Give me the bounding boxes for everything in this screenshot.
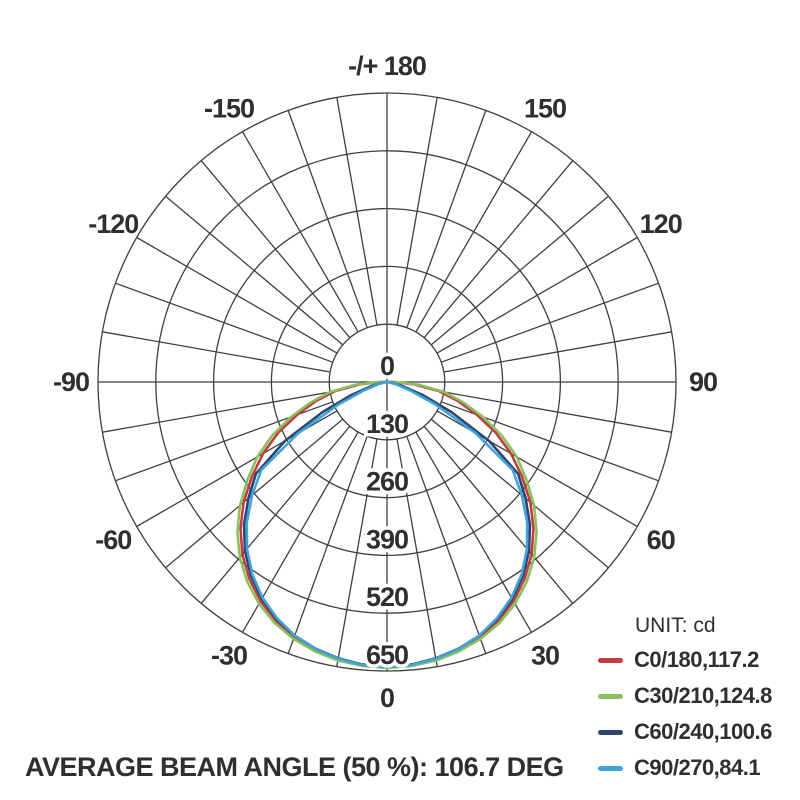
radial-label-0: 0 [380,351,394,381]
grid-spoke-280 [102,391,331,433]
grid-spoke-10 [396,438,438,667]
grid-spoke-40 [423,425,574,604]
grid-spoke-20 [406,436,487,654]
grid-spoke-200 [287,110,368,328]
angle-label-150: 150 [524,93,566,123]
grid-spoke-140 [423,160,574,339]
angle-label--150: -150 [204,93,254,123]
grid-spoke-130 [430,195,609,346]
intensity-curves [236,380,538,670]
legend-unit-label: UNIT: cd [635,614,716,637]
radial-label-390: 390 [366,524,408,554]
curve-c90-270 [245,380,529,669]
radial-label-650: 650 [366,640,408,670]
legend-item-c60-240: C60/240,100.6 [598,714,772,750]
angle-label-30: 30 [531,641,559,671]
legend-swatch-c90-270 [598,765,623,771]
grid-spoke-160 [406,110,487,328]
grid-spoke-230 [165,195,344,346]
grid-spoke-350 [336,438,378,667]
polar-grid [97,92,677,672]
legend-label-c90-270: C90/270,84.1 [634,755,761,780]
grid-spoke-320 [200,425,351,604]
legend-swatch-c60-240 [598,729,623,735]
radial-label-130: 130 [366,409,408,439]
grid-spoke-260 [102,331,331,373]
legend-swatch-c0-180 [598,657,623,663]
radial-label-520: 520 [366,582,408,612]
angle-label-60: 60 [647,525,675,555]
grid-spoke-150 [415,131,533,333]
grid-spoke-100 [443,331,672,373]
angle-label-180: -/+ 180 [348,51,426,81]
grid-spoke-210 [241,131,359,333]
legend-label-c30-210: C30/210,124.8 [634,683,772,708]
radial-label-260: 260 [366,467,408,497]
legend-item-c0-180: C0/180,117.2 [598,642,772,678]
grid-spoke-170 [396,97,438,326]
beam-angle-caption: AVERAGE BEAM ANGLE (50 %): 106.7 DEG [25,752,564,782]
angle-label-0: 0 [380,683,394,713]
grid-spoke-220 [200,160,351,339]
grid-spoke-190 [336,97,378,326]
angle-label-90: 90 [689,367,717,397]
axis-labels: -150 -120 -90 -60 -30 0 30 60 90 120 150 -/+ 180 0 13… [53,51,718,713]
legend-item-c90-270: C90/270,84.1 [598,750,772,786]
legend: UNIT: cd C0/180,117.2 C30/210,124.8 C60/… [598,610,772,786]
legend-item-c30-210: C30/210,124.8 [598,678,772,714]
grid-spoke-50 [430,418,609,569]
legend-swatch-c30-210 [598,693,623,699]
angle-label--120: -120 [88,209,138,239]
angle-label-120: 120 [640,209,682,239]
angle-label--90: -90 [53,367,89,397]
legend-label-c60-240: C60/240,100.6 [634,719,772,744]
angle-label--60: -60 [95,525,131,555]
grid-spoke-240 [136,236,338,354]
grid-spoke-310 [165,418,344,569]
grid-spoke-80 [443,391,672,433]
grid-spoke-250 [115,282,333,363]
angle-label--30: -30 [211,641,247,671]
grid-spoke-110 [441,282,659,363]
legend-label-c0-180: C0/180,117.2 [634,647,759,672]
grid-spoke-340 [287,436,368,654]
grid-spoke-120 [436,236,638,354]
